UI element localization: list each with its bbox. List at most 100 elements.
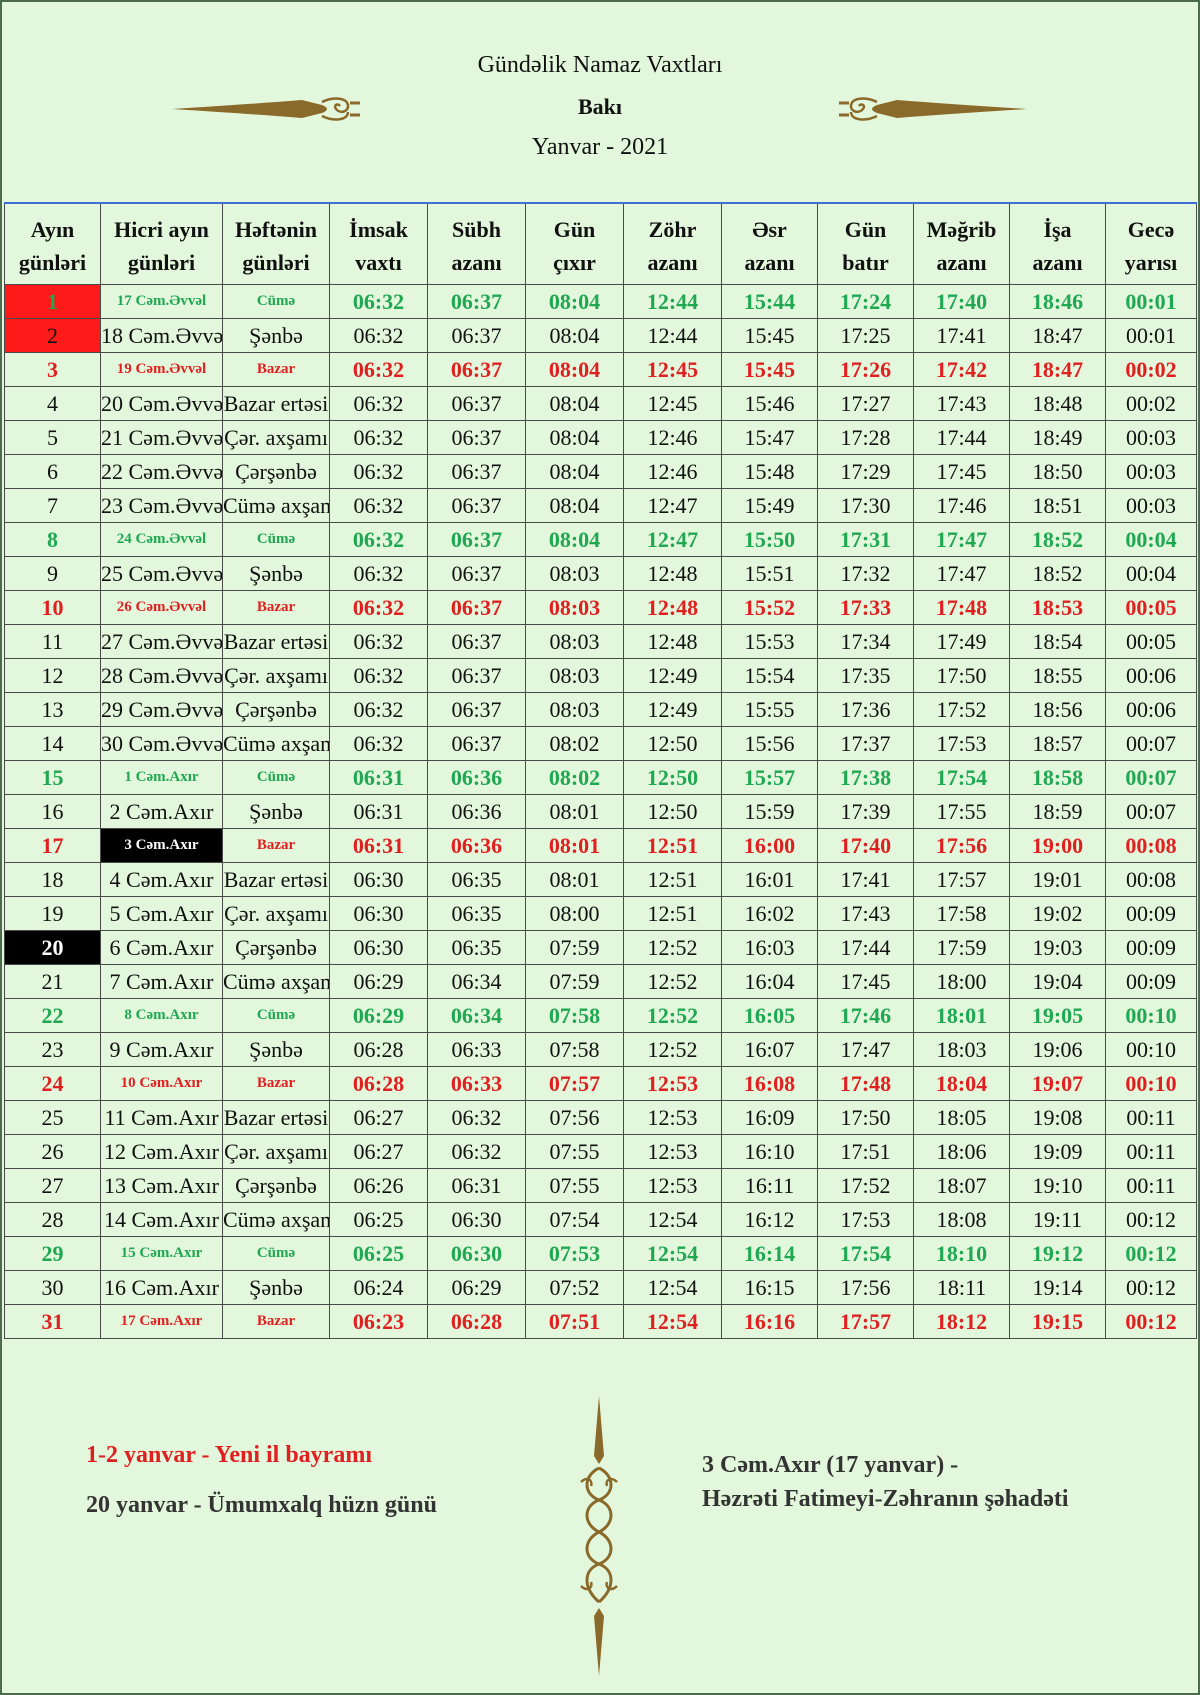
imsak-cell: 06:23 xyxy=(329,1304,428,1339)
weekday-cell: Şənbə xyxy=(222,794,330,829)
isha-cell: 18:47 xyxy=(1009,318,1106,353)
hijri-date-cell: 20 Cəm.Əvvəl xyxy=(100,386,223,421)
sunset-cell: 17:56 xyxy=(817,1270,914,1305)
sunset-cell: 17:43 xyxy=(817,896,914,931)
maghrib-cell: 17:52 xyxy=(913,692,1010,727)
sunset-cell: 17:36 xyxy=(817,692,914,727)
sunset-cell: 17:45 xyxy=(817,964,914,999)
subh-cell: 06:37 xyxy=(427,386,526,421)
midnight-cell: 00:07 xyxy=(1105,794,1197,829)
weekday-cell: Bazar xyxy=(222,828,330,863)
sunrise-cell: 07:57 xyxy=(525,1066,624,1101)
subh-cell: 06:37 xyxy=(427,590,526,625)
sunrise-cell: 08:04 xyxy=(525,386,624,421)
table-row: 10 26 Cəm.Əvvəl Bazar 06:32 06:37 08:03 12:48 1… xyxy=(4,590,1197,625)
day-number-cell: 5 xyxy=(4,420,101,455)
maghrib-cell: 17:50 xyxy=(913,658,1010,693)
imsak-cell: 06:32 xyxy=(329,454,428,489)
isha-cell: 18:58 xyxy=(1009,760,1106,795)
isha-cell: 19:00 xyxy=(1009,828,1106,863)
isha-cell: 18:59 xyxy=(1009,794,1106,829)
subh-cell: 06:37 xyxy=(427,658,526,693)
subh-cell: 06:35 xyxy=(427,862,526,897)
maghrib-cell: 17:49 xyxy=(913,624,1010,659)
sunset-cell: 17:30 xyxy=(817,488,914,523)
day-number-cell: 31 xyxy=(4,1304,101,1339)
subh-cell: 06:34 xyxy=(427,998,526,1033)
day-number-cell: 25 xyxy=(4,1100,101,1135)
table-row: 11 27 Cəm.Əvvəl Bazar ertəsi 06:32 06:37 08:0… xyxy=(4,624,1197,659)
sunset-cell: 17:24 xyxy=(817,284,914,319)
maghrib-cell: 17:45 xyxy=(913,454,1010,489)
imsak-cell: 06:32 xyxy=(329,556,428,591)
weekday-cell: Çər. axşamı xyxy=(222,420,330,455)
isha-cell: 19:09 xyxy=(1009,1134,1106,1169)
imsak-cell: 06:32 xyxy=(329,386,428,421)
calendar-header: Gündəlik Namaz Vaxtları Bakı Yanvar - 20… xyxy=(2,2,1198,200)
hijri-date-cell: 7 Cəm.Axır xyxy=(100,964,223,999)
isha-cell: 18:52 xyxy=(1009,522,1106,557)
midnight-cell: 00:12 xyxy=(1105,1236,1197,1271)
zohr-cell: 12:50 xyxy=(623,726,722,761)
sunset-cell: 17:35 xyxy=(817,658,914,693)
asr-cell: 16:05 xyxy=(721,998,818,1033)
day-number-cell: 26 xyxy=(4,1134,101,1169)
hijri-date-cell: 30 Cəm.Əvvəl xyxy=(100,726,223,761)
asr-cell: 15:49 xyxy=(721,488,818,523)
imsak-cell: 06:32 xyxy=(329,726,428,761)
maghrib-cell: 17:55 xyxy=(913,794,1010,829)
weekday-cell: Bazar ertəsi xyxy=(222,624,330,659)
table-body: 1 17 Cəm.Əvvəl Cümə 06:32 06:37 08:04 12:44 15:… xyxy=(4,284,1197,1339)
asr-cell: 16:03 xyxy=(721,930,818,965)
asr-cell: 15:50 xyxy=(721,522,818,557)
imsak-cell: 06:30 xyxy=(329,896,428,931)
day-number-cell: 23 xyxy=(4,1032,101,1067)
isha-cell: 19:14 xyxy=(1009,1270,1106,1305)
sunset-cell: 17:26 xyxy=(817,352,914,387)
weekday-cell: Çər. axşamı xyxy=(222,1134,330,1169)
asr-cell: 16:12 xyxy=(721,1202,818,1237)
table-row: 30 16 Cəm.Axır Şənbə 06:24 06:29 07:52 12:54 16… xyxy=(4,1270,1197,1305)
hijri-date-cell: 14 Cəm.Axır xyxy=(100,1202,223,1237)
sunrise-cell: 08:03 xyxy=(525,658,624,693)
isha-cell: 18:47 xyxy=(1009,352,1106,387)
zohr-cell: 12:53 xyxy=(623,1066,722,1101)
hijri-date-cell: 27 Cəm.Əvvəl xyxy=(100,624,223,659)
isha-cell: 18:55 xyxy=(1009,658,1106,693)
sunrise-cell: 07:59 xyxy=(525,964,624,999)
table-row: 2 18 Cəm.Əvvəl Şənbə 06:32 06:37 08:04 12:44 15… xyxy=(4,318,1197,353)
asr-cell: 15:44 xyxy=(721,284,818,319)
sunrise-cell: 08:03 xyxy=(525,692,624,727)
table-row: 13 29 Cəm.Əvvəl Çərşənbə 06:32 06:37 08:03 12:… xyxy=(4,692,1197,727)
sunrise-cell: 08:04 xyxy=(525,488,624,523)
subh-cell: 06:33 xyxy=(427,1066,526,1101)
sunset-cell: 17:28 xyxy=(817,420,914,455)
sunset-cell: 17:39 xyxy=(817,794,914,829)
hijri-date-cell: 2 Cəm.Axır xyxy=(100,794,223,829)
midnight-cell: 00:02 xyxy=(1105,352,1197,387)
asr-cell: 16:11 xyxy=(721,1168,818,1203)
midnight-cell: 00:04 xyxy=(1105,522,1197,557)
zohr-cell: 12:52 xyxy=(623,964,722,999)
isha-cell: 19:07 xyxy=(1009,1066,1106,1101)
zohr-cell: 12:46 xyxy=(623,420,722,455)
sunrise-cell: 08:03 xyxy=(525,624,624,659)
isha-cell: 18:53 xyxy=(1009,590,1106,625)
table-row: 24 10 Cəm.Axır Bazar 06:28 06:33 07:57 12:53 16… xyxy=(4,1066,1197,1101)
isha-cell: 18:50 xyxy=(1009,454,1106,489)
imsak-cell: 06:30 xyxy=(329,930,428,965)
mourning-day-note: 20 yanvar - Ümumxalq hüzn günü xyxy=(86,1492,437,1518)
sunset-cell: 17:54 xyxy=(817,1236,914,1271)
weekday-cell: Çərşənbə xyxy=(222,1168,330,1203)
midnight-cell: 00:01 xyxy=(1105,284,1197,319)
isha-cell: 19:01 xyxy=(1009,862,1106,897)
isha-cell: 18:49 xyxy=(1009,420,1106,455)
sunset-cell: 17:29 xyxy=(817,454,914,489)
sunrise-cell: 07:51 xyxy=(525,1304,624,1339)
imsak-cell: 06:25 xyxy=(329,1236,428,1271)
sunrise-cell: 08:04 xyxy=(525,420,624,455)
midnight-cell: 00:07 xyxy=(1105,726,1197,761)
asr-cell: 16:16 xyxy=(721,1304,818,1339)
imsak-cell: 06:29 xyxy=(329,964,428,999)
